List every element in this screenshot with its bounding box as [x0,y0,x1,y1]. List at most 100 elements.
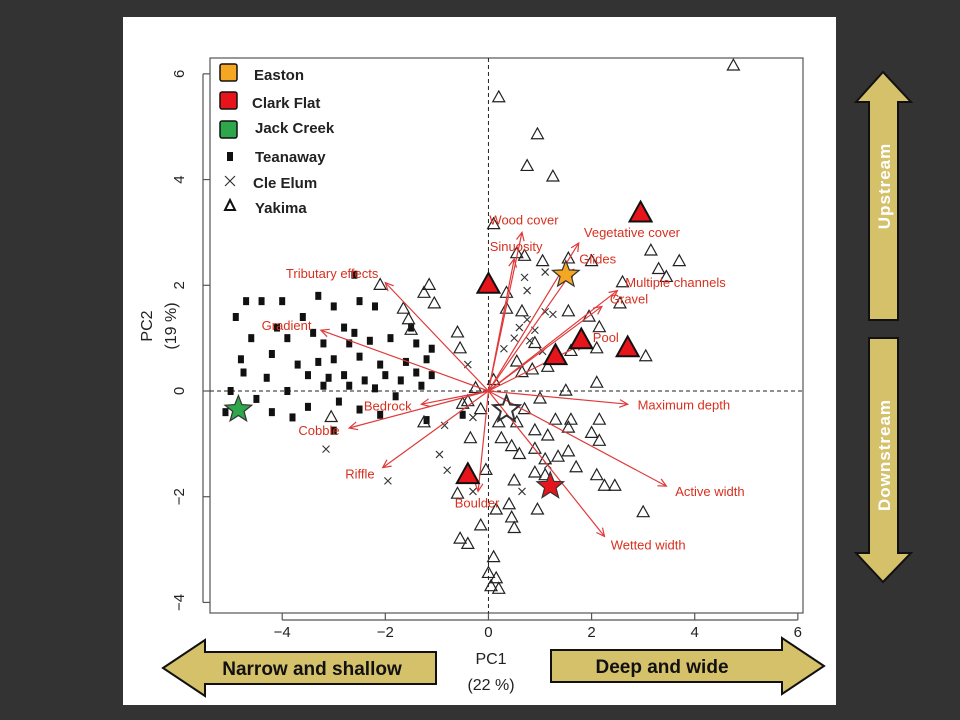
point-teanaway [284,387,291,395]
vector-label-gravel: Gravel [610,291,648,306]
point-teanaway [227,387,234,395]
point-teanaway [356,352,363,361]
upstream-arrow: Upstream [853,70,914,321]
point-yakima [450,324,465,338]
point-jack-creek-star [223,393,254,423]
y-axis-title-line1: PC2 [139,310,156,341]
point-teanaway [330,355,337,364]
x-tick-label: 2 [587,624,595,641]
point-yakima [494,430,509,444]
legend-marker-cle-elum [224,175,236,187]
point-yakima [636,504,651,518]
point-teanaway [382,371,389,380]
vector-sinuosity [487,258,515,392]
point-yakima [589,467,604,481]
vector-head-wood-cover [516,231,525,242]
point-yakima [486,216,501,230]
point-cle-elum [525,336,534,345]
point-cle-elum [523,286,532,295]
point-easton-star [490,392,523,424]
x-axis-title-line1: PC1 [475,651,506,668]
point-teanaway [377,360,384,369]
point-teanaway [279,297,286,306]
point-yakima [422,277,437,290]
narrow-shallow-arrow-shape [161,638,437,698]
vector-label-vegetative-cover: Vegetative cover [584,225,681,240]
y-tick-label: 2 [171,281,188,289]
point-yakima [450,486,465,499]
point-teanaway [268,408,275,417]
point-yakima [324,409,339,423]
point-yakima [540,427,555,441]
point-yakima [473,401,488,415]
point-easton-star [550,259,581,288]
point-teanaway [341,323,348,332]
vector-label-gradient: Gradient [262,318,312,333]
vector-label-tributary-effects: Tributary effects [286,266,379,281]
point-yakima [404,322,419,335]
deep-wide-label: Deep and wide [595,657,728,678]
point-clark-flat-triangle [475,270,502,294]
point-teanaway [366,336,373,345]
legend-swatch-jack-creek [219,120,238,139]
point-teanaway [240,368,247,377]
point-teanaway [330,426,337,435]
point-yakima [530,126,545,140]
narrow-shallow-label: Narrow and shallow [222,659,402,680]
point-teanaway [330,302,337,311]
point-yakima [401,311,416,325]
point-teanaway [418,381,425,390]
point-teanaway [310,328,317,337]
point-yakima [473,517,488,531]
point-clark-flat-triangle [568,326,594,350]
point-yakima [517,248,532,261]
vector-head-gradient [319,328,330,338]
downstream-label: Downstream [875,399,894,511]
point-teanaway [428,371,435,380]
point-yakima [563,343,578,357]
point-yakima [584,253,599,267]
vector-glides [487,269,575,392]
vector-head-active-width [657,478,668,487]
point-yakima [373,277,388,290]
legend-label-jack-creek: Jack Creek [255,120,335,137]
legend-swatch-easton [219,63,238,82]
upstream-label: Upstream [875,143,894,229]
point-yakima [396,301,411,314]
point-yakima [484,578,499,592]
legend-marker-teanaway [227,152,233,161]
point-yakima [416,414,432,428]
point-yakima [672,253,687,267]
point-yakima [561,303,576,317]
point-yakima [453,340,468,354]
vector-pool [488,342,585,392]
x-tick-label: 6 [794,624,802,641]
point-yakima [589,375,604,388]
point-cle-elum [435,450,444,459]
vector-head-vegetative-cover [570,241,580,253]
point-teanaway [413,339,420,348]
point-clark-flat-triangle [455,461,481,485]
y-tick-label: −2 [171,488,188,505]
point-teanaway [408,323,415,332]
point-yakima [561,443,576,457]
x-tick-label: −2 [377,624,394,641]
vector-gradient [320,329,489,392]
point-teanaway [397,376,404,385]
upstream-arrow-shape [853,70,914,321]
point-teanaway [361,376,368,385]
point-yakima [612,295,627,309]
point-yakima [592,319,607,333]
vector-cobble [349,390,489,429]
point-clark-flat-triangle [627,199,654,223]
vector-head-gravel [592,305,604,315]
point-cle-elum [518,487,526,496]
point-yakima [507,520,522,534]
point-yakima [548,412,563,425]
deep-wide-arrow-shape [550,636,826,696]
point-teanaway [268,350,275,358]
legend-label-easton: Easton [254,67,304,84]
point-teanaway [423,355,430,364]
point-yakima [463,430,478,444]
vector-label-wetted-width: Wetted width [611,538,686,553]
